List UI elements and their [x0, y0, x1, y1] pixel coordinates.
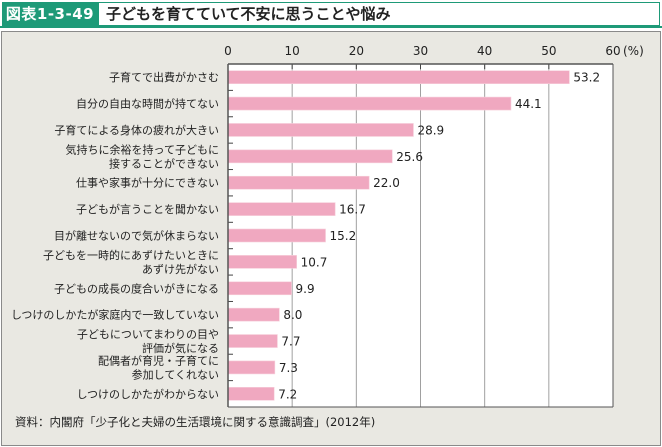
category-label: 参加してくれない: [132, 367, 219, 381]
x-tick-label: 30: [413, 44, 428, 58]
chart-title: 子どもを育てていて不安に思うことや悩み: [106, 5, 391, 23]
value-label: 22.0: [373, 176, 400, 190]
value-label: 8.0: [283, 308, 302, 322]
bar: [227, 228, 326, 243]
category-label: 気持ちに余裕を持って子どもに: [66, 142, 219, 156]
value-label: 7.2: [278, 387, 297, 401]
category-label: 評価が気になる: [142, 341, 219, 355]
bar: [227, 281, 292, 296]
figure-id-badge: 図表1-3-49: [2, 2, 98, 26]
category-label: 配偶者が育児・子育てに: [98, 353, 219, 367]
value-label: 10.7: [301, 255, 328, 269]
unit-label: (%): [623, 44, 644, 58]
x-tick-label: 40: [477, 44, 492, 58]
bar: [227, 387, 275, 401]
bar: [227, 202, 336, 216]
category-label: 目が離せないので気が休まらない: [54, 229, 219, 243]
category-label: 接することができない: [109, 156, 219, 170]
bar: [227, 360, 276, 375]
category-label: 子どもの成長の度合いがきになる: [54, 281, 219, 295]
title-box: [98, 2, 660, 26]
header-underline: [0, 26, 662, 28]
value-label: 53.2: [573, 71, 600, 85]
figure-header: 図表1-3-49 子どもを育てていて不安に思うことや悩み: [0, 0, 662, 28]
value-label: 25.6: [396, 150, 423, 164]
category-label: 子どもが言うことを聞かない: [76, 202, 219, 216]
value-label: 28.9: [417, 123, 444, 137]
category-label: 子育てで出費がかさむ: [109, 70, 219, 84]
category-label: しつけのしかたが家庭内で一致していない: [11, 308, 219, 322]
value-label: 7.3: [279, 361, 298, 375]
x-tick-label: 20: [349, 44, 364, 58]
category-label: 子どもを一時的にあずけたいときに: [43, 248, 219, 262]
category-label: あずけ先がない: [142, 262, 219, 276]
bar: [227, 307, 280, 322]
x-tick-label: 0: [224, 44, 232, 58]
category-label: 子どもについてまわりの目や: [77, 328, 219, 341]
category-label: 仕事や家事が十分にできない: [76, 176, 219, 190]
value-label: 15.2: [330, 229, 357, 243]
bar: [227, 70, 570, 84]
bar: [227, 123, 414, 137]
value-label: 16.7: [339, 203, 366, 217]
bar: [227, 334, 278, 348]
category-label: 子育てによる身体の疲れが大きい: [54, 123, 219, 137]
category-label: 自分の自由な時間が持てない: [76, 97, 219, 111]
bar: [227, 149, 393, 164]
bar: [227, 255, 297, 269]
category-label: しつけのしかたがわからない: [77, 387, 219, 401]
value-label: 9.9: [296, 282, 315, 296]
value-label: 44.1: [515, 97, 542, 111]
bar: [227, 175, 370, 190]
value-label: 7.7: [281, 335, 300, 349]
x-tick-label: 60: [605, 44, 620, 58]
x-tick-label: 50: [541, 44, 556, 58]
bar: [227, 96, 512, 111]
x-tick-label: 10: [285, 44, 300, 58]
source-note: 資料：内閣府「少子化と夫婦の生活環境に関する意識調査」(2012年): [15, 415, 376, 429]
